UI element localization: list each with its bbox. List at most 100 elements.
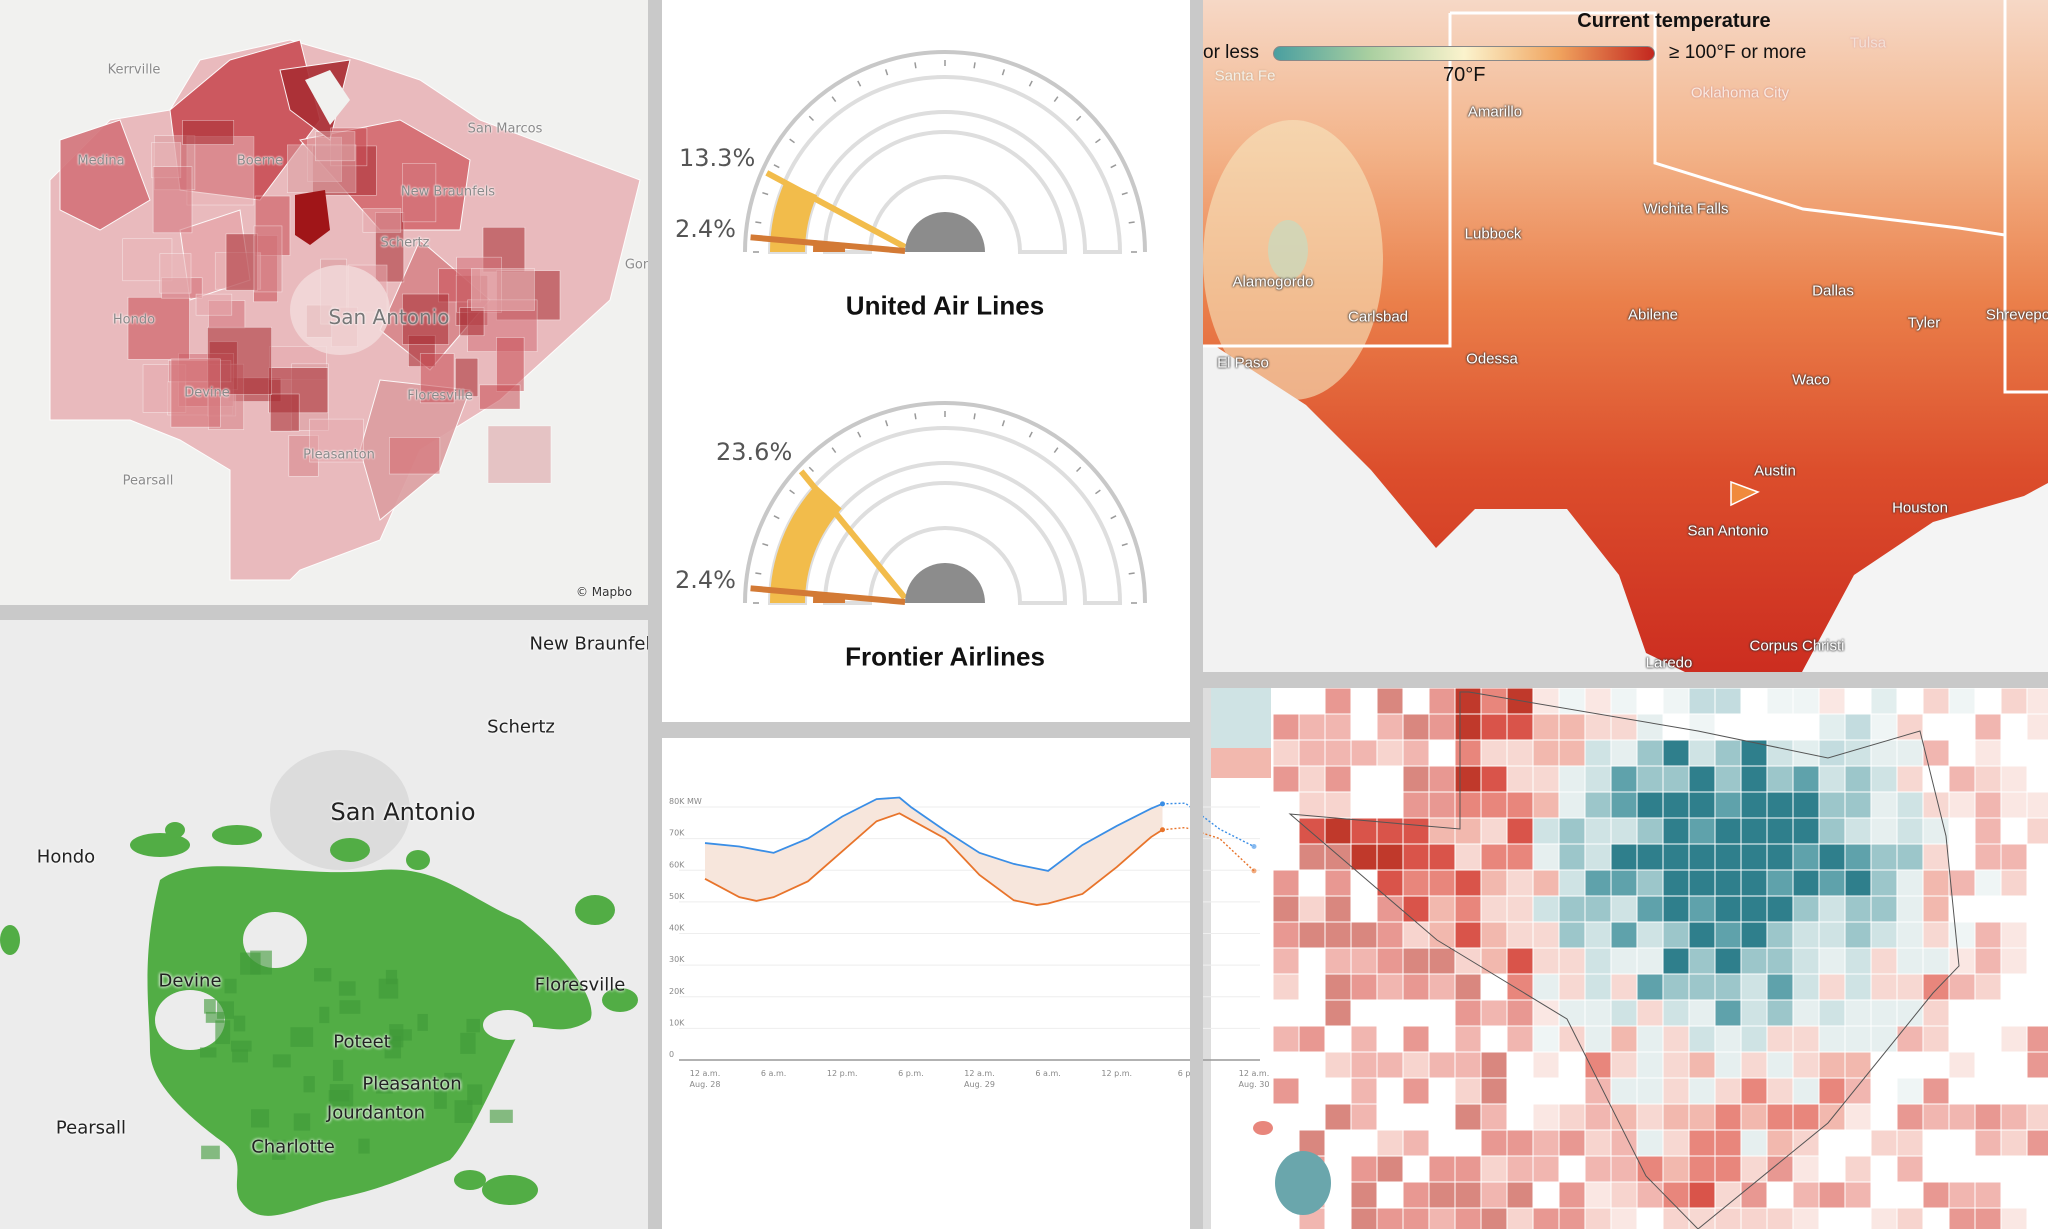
county	[1636, 843, 1664, 871]
place-label: Pearsall	[55, 1117, 127, 1139]
county	[1480, 688, 1508, 715]
texas-border	[1288, 691, 1960, 1229]
county	[1896, 921, 1924, 949]
place-label: Austin	[1754, 462, 1796, 480]
county	[1948, 947, 1976, 975]
place-label: Floresville	[534, 974, 626, 996]
county	[1922, 1025, 1950, 1053]
county	[1558, 1025, 1586, 1053]
gauge-outer-arc	[743, 50, 1147, 253]
county	[1272, 765, 1300, 793]
y-tick-label: 40K	[669, 924, 685, 933]
county	[1818, 843, 1846, 871]
zip-region	[496, 337, 525, 392]
county	[1506, 1181, 1534, 1209]
rain-intensity	[466, 1018, 480, 1033]
rain-intensity	[375, 1082, 393, 1094]
rain-intensity	[200, 1047, 217, 1058]
place-label: Charlotte	[251, 1136, 335, 1158]
county	[1688, 817, 1716, 845]
county	[1922, 1181, 1950, 1209]
county	[1402, 973, 1430, 1001]
county-map[interactable]	[1203, 688, 2048, 1229]
county	[1584, 1025, 1612, 1053]
rain-cell	[602, 988, 638, 1012]
place-label: Tyler	[1907, 314, 1941, 332]
rain-cell	[482, 1175, 538, 1205]
county	[1402, 895, 1430, 923]
rain-coverage	[0, 750, 638, 1216]
county	[1714, 895, 1742, 923]
county	[1350, 1051, 1378, 1079]
county	[1376, 1155, 1404, 1183]
place-label: Amarillo	[1467, 103, 1523, 121]
rain-intensity	[217, 1001, 234, 1019]
zip-region	[471, 268, 535, 311]
x-tick-label: 6 a.m.	[1035, 1069, 1060, 1078]
county	[1948, 1207, 1976, 1229]
county	[1584, 843, 1612, 871]
map-attribution[interactable]: © Mapbo	[575, 585, 633, 599]
county	[1584, 688, 1612, 715]
county	[1610, 947, 1638, 975]
rain-map[interactable]: New Braunfel Schertz San Antonio Hondo Devin…	[0, 620, 648, 1229]
county	[1844, 895, 1872, 923]
gauge-tick	[1095, 138, 1101, 144]
county	[2000, 1025, 2028, 1053]
county	[1272, 947, 1300, 975]
county	[1584, 791, 1612, 819]
county	[1610, 921, 1638, 949]
county	[1662, 895, 1690, 923]
county	[1428, 817, 1456, 845]
zip-region	[419, 353, 455, 404]
county	[1324, 947, 1352, 975]
county	[1740, 1181, 1768, 1209]
county	[1870, 999, 1898, 1027]
sa-metro-map[interactable]: Kerrville Medina Boerne San Marcos New Braun…	[0, 0, 648, 605]
rain-intensity	[417, 1013, 428, 1031]
rain-cell	[330, 838, 370, 862]
county	[1428, 1181, 1456, 1209]
gauge-tick	[773, 515, 780, 520]
column-divider	[1190, 0, 1203, 1229]
county	[1662, 739, 1690, 767]
gauge-tick	[1110, 515, 1117, 520]
gauge-tick	[831, 447, 837, 453]
county	[1818, 1181, 1846, 1209]
gauge-tick	[857, 80, 862, 87]
gauge-tick	[1001, 69, 1006, 76]
county	[1974, 713, 2002, 741]
county	[1714, 843, 1742, 871]
temperature-map[interactable]: Current temperature or less ≥ 100°F or m…	[1203, 0, 2048, 672]
county	[1974, 1181, 2002, 1209]
county	[1506, 843, 1534, 871]
county	[1480, 1129, 1508, 1157]
county	[1818, 1103, 1846, 1131]
county	[1298, 843, 1326, 871]
county	[1454, 1051, 1482, 1079]
county	[1870, 947, 1898, 975]
place-label: Waco	[1792, 371, 1830, 389]
gauge-tick	[808, 466, 815, 473]
county	[1376, 921, 1404, 949]
county	[1636, 921, 1664, 949]
gauge-tick	[857, 431, 862, 438]
zip-region	[127, 296, 190, 360]
county	[1558, 895, 1586, 923]
rain-intensity	[434, 1088, 447, 1109]
county	[1402, 791, 1430, 819]
county	[1844, 921, 1872, 949]
county	[1922, 1103, 1950, 1131]
county	[1532, 817, 1560, 845]
gauge-hub	[905, 212, 985, 252]
county	[1558, 817, 1586, 845]
county	[1896, 973, 1924, 1001]
y-tick-label: 80K MW	[669, 797, 702, 806]
county	[1532, 713, 1560, 741]
county	[1714, 1207, 1742, 1229]
series-endpoint	[1160, 801, 1165, 807]
county	[1792, 688, 1820, 715]
county	[2026, 817, 2048, 845]
county	[1792, 895, 1820, 923]
county	[1896, 1077, 1924, 1105]
